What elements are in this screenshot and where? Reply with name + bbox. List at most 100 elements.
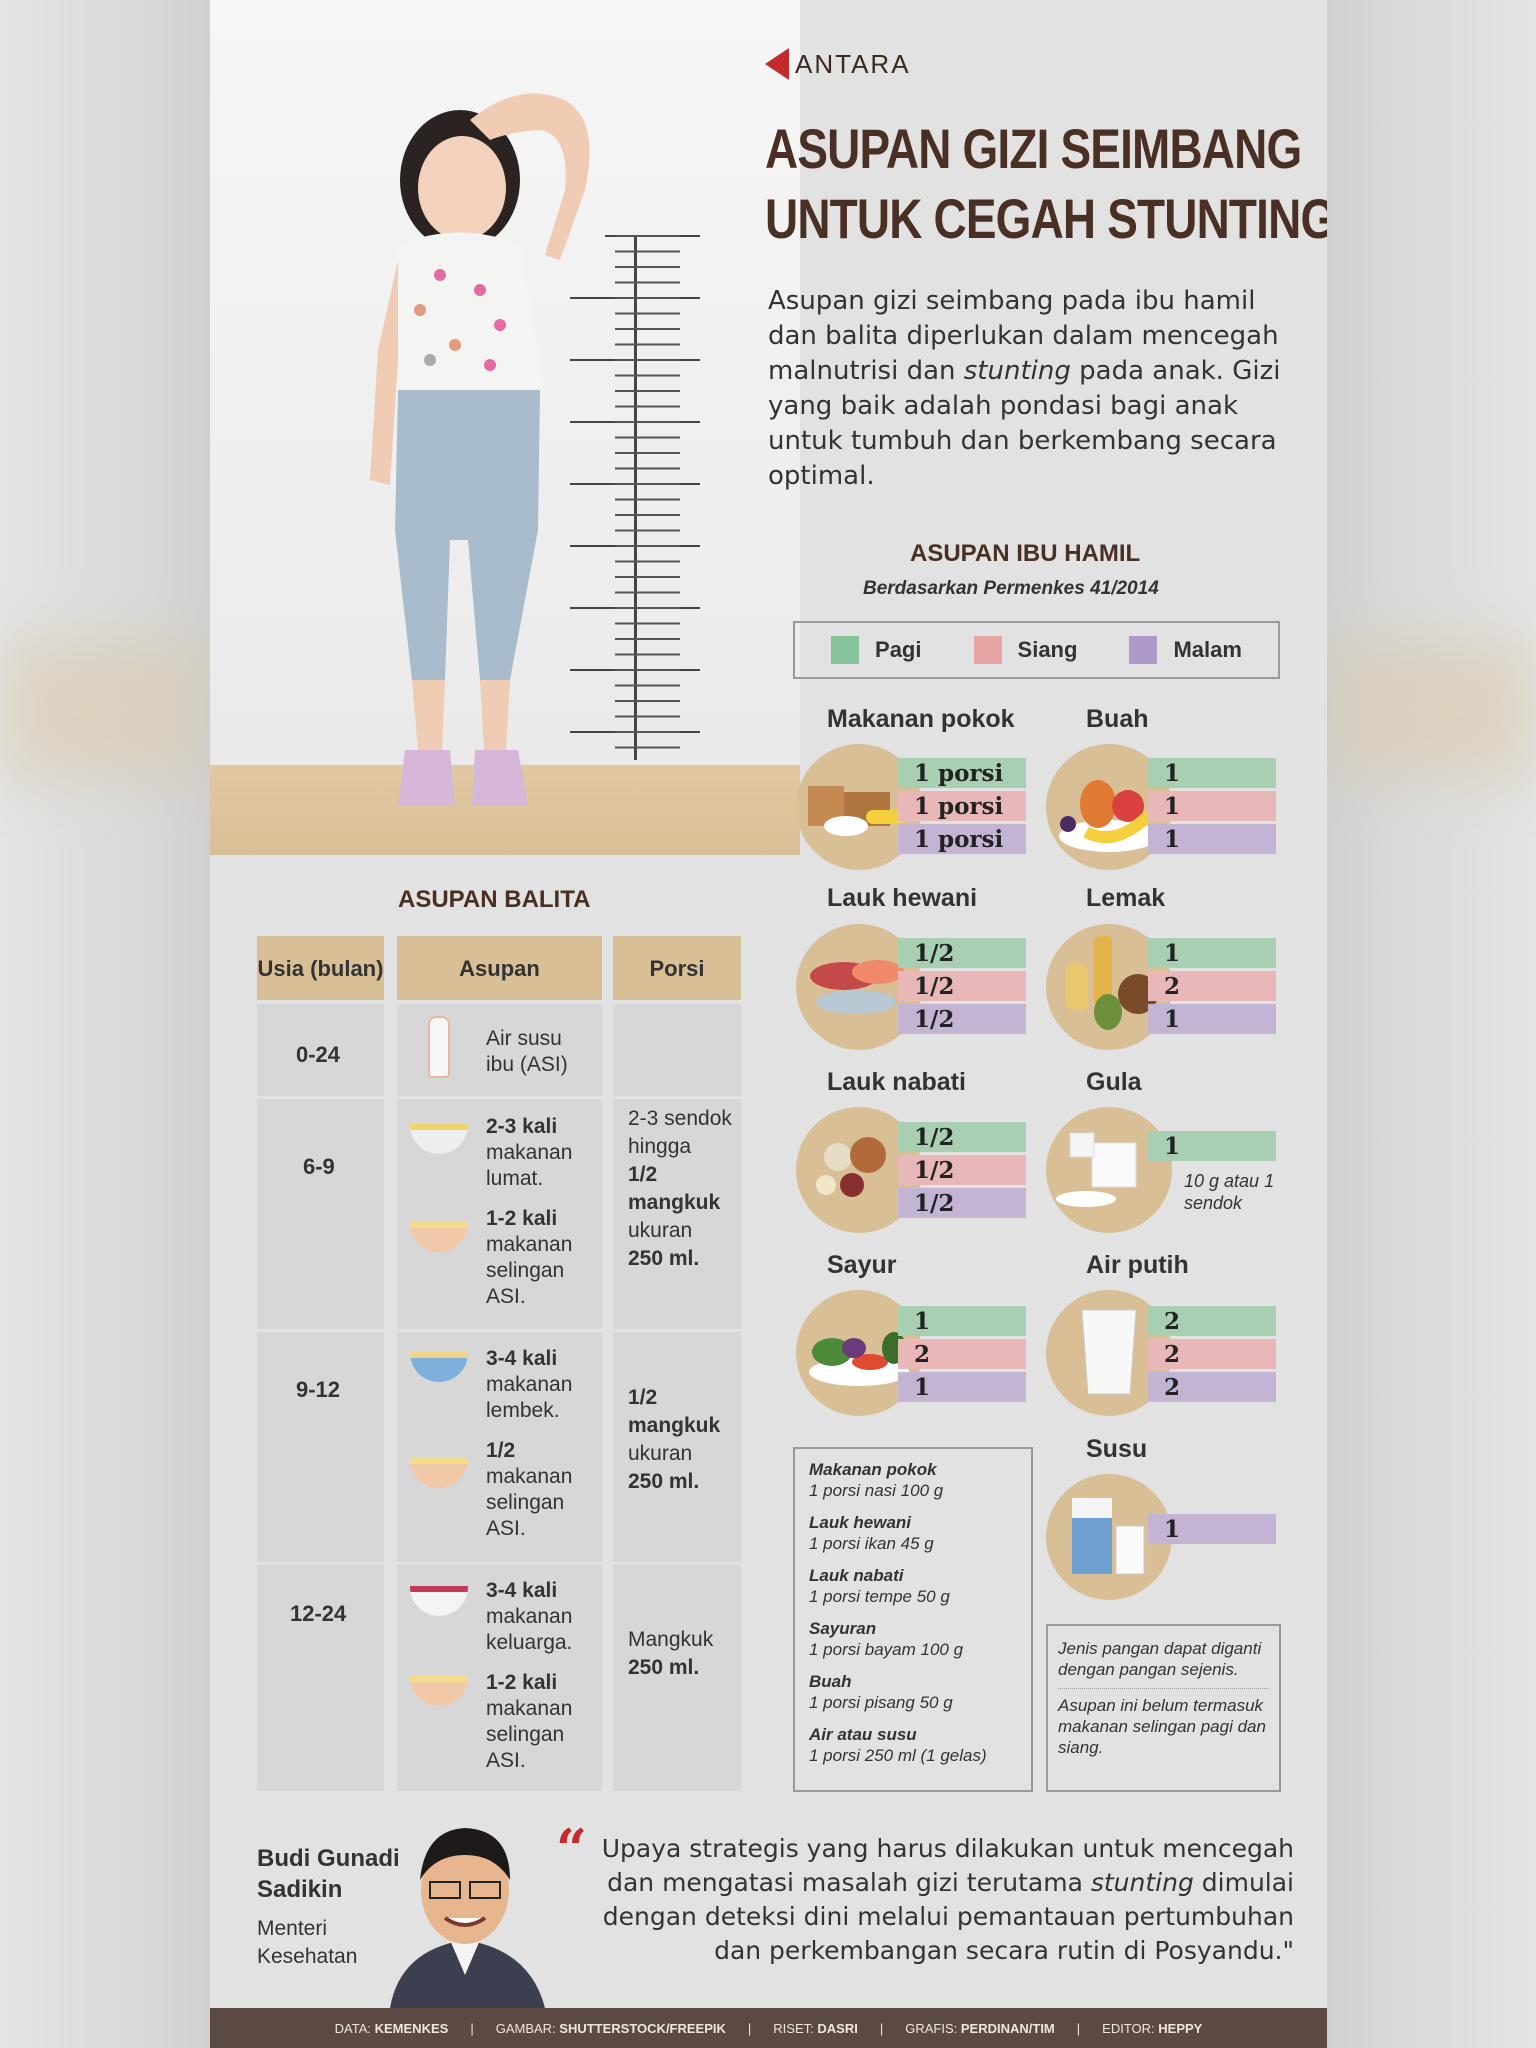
asupan-text: 3-4 kali makanan keluarga. <box>486 1579 573 1654</box>
food-title-lauk-nabati: Lauk nabati <box>827 1068 966 1096</box>
food-title-sayur: Sayur <box>827 1251 897 1279</box>
bar-malam: 1/2 <box>898 1004 1026 1034</box>
bar-malam: 1 <box>1148 1004 1276 1034</box>
age-label: 0-24 <box>296 1042 341 1067</box>
general-notes: Jenis pangan dapat diganti dengan pangan… <box>1046 1624 1281 1792</box>
logo-text: ANTARA <box>795 48 911 79</box>
antara-logo: ANTARA <box>765 48 911 80</box>
bar-pagi: 1 <box>898 1306 1026 1336</box>
table-cell <box>613 1565 741 1791</box>
table-cell <box>257 1099 384 1329</box>
quote-person-name: Budi Gunadi Sadikin <box>257 1845 400 1903</box>
antara-logo-icon <box>765 48 789 80</box>
table-cell <box>257 1565 384 1791</box>
food-title-air-putih: Air putih <box>1086 1251 1189 1279</box>
food-title-lemak: Lemak <box>1086 884 1166 912</box>
child-illustration <box>370 93 590 805</box>
portion-notes: Makanan pokok 1 porsi nasi 100 g Lauk hew… <box>793 1447 1033 1792</box>
age-label: 6-9 <box>303 1154 335 1179</box>
food-image-gula <box>1046 1107 1172 1233</box>
asupan-text: Air susu ibu (ASI) <box>486 1027 568 1076</box>
ruler-ticks <box>570 235 700 760</box>
bar-pagi: 2 <box>1148 1306 1276 1336</box>
bar-siang: 1 porsi <box>898 791 1026 821</box>
asupan-text: 1/2 makanan selingan ASI. <box>486 1439 573 1540</box>
bg-blur-band <box>0 640 210 780</box>
food-title-gula: Gula <box>1086 1068 1142 1096</box>
note-text: Jenis pangan dapat diganti dengan pangan… <box>1058 1638 1269 1689</box>
balita-title: ASUPAN BALITA <box>398 886 591 913</box>
porsi-text: Mangkuk 250 ml. <box>628 1628 714 1679</box>
food-title-makanan-pokok: Makanan pokok <box>827 705 1015 733</box>
bar-siang: 1/2 <box>898 1155 1026 1185</box>
asupan-text: 1-2 kali makanan selingan ASI. <box>486 1207 573 1308</box>
portion-note: Buah 1 porsi pisang 50 g <box>809 1672 953 1712</box>
table-cell <box>613 1004 741 1096</box>
age-label: 12-24 <box>290 1601 347 1626</box>
credit-item: GRAFIS: PERDINAN/TIM <box>905 2020 1055 2036</box>
credits-footer: DATA: KEMENKES | GAMBAR: SHUTTERSTOCK/FRE… <box>210 2008 1327 2048</box>
title-line-1: ASUPAN GIZI SEIMBANG <box>765 117 1302 180</box>
table-cell <box>613 1099 741 1329</box>
credit-item: EDITOR: HEPPY <box>1102 2020 1203 2036</box>
quote-mark-icon: “ <box>556 1817 588 1881</box>
table-cell <box>257 1004 384 1096</box>
ibu-hamil-subtitle: Berdasarkan Permenkes 41/2014 <box>863 578 1159 599</box>
baby-bottle-icon <box>428 1016 450 1078</box>
bar-pagi: 1/2 <box>898 1122 1026 1152</box>
bar-malam: 1 <box>1148 824 1276 854</box>
quote-person-role: Menteri Kesehatan <box>257 1917 358 1968</box>
bar-pagi: 1/2 <box>898 938 1026 968</box>
bar-pagi: 1 <box>1148 938 1276 968</box>
credit-item: DATA: KEMENKES <box>334 2020 449 2036</box>
credit-item: GAMBAR: SHUTTERSTOCK/FREEPIK <box>495 2020 726 2036</box>
portion-note: Sayuran 1 porsi bayam 100 g <box>809 1619 964 1659</box>
quote-text: Upaya strategis yang harus dilakukan unt… <box>601 1834 1294 1965</box>
intro-emphasis: stunting <box>963 356 1071 386</box>
food-title-lauk-hewani: Lauk hewani <box>827 884 978 912</box>
bar-pagi: 1 porsi <box>898 758 1026 788</box>
asupan-text: 2-3 kali makanan lumat. <box>486 1115 573 1190</box>
credit-item: RISET: DASRI <box>773 2020 858 2036</box>
legend-item-siang: Siang <box>973 636 1077 664</box>
header-usia: Usia (bulan) <box>257 936 384 1000</box>
table-cell <box>613 1332 741 1562</box>
bg-blur-band <box>1326 640 1536 780</box>
table-cell <box>257 1332 384 1562</box>
age-label: 9-12 <box>296 1377 341 1402</box>
asupan-text: 1-2 kali makanan selingan ASI. <box>486 1671 573 1772</box>
header-porsi: Porsi <box>613 936 741 1000</box>
bar-malam: 1/2 <box>898 1188 1026 1218</box>
note-text: Asupan ini belum termasuk makanan seling… <box>1058 1696 1266 1757</box>
infographic: ANTARA ASUPAN GIZI SEIMBANG UNTUK CEGAH … <box>210 0 1327 2048</box>
intro-text: Asupan gizi seimbang pada ibu hamil dan … <box>768 286 1279 386</box>
porsi-text: 2-3 sendok hingga 1/2 mangkuk ukuran 250 ml… <box>628 1107 732 1270</box>
portion-note: Air atau susu 1 porsi 250 ml (1 gelas) <box>809 1725 987 1765</box>
time-legend: Pagi Siang Malam <box>793 621 1280 679</box>
intro-text: pada anak. Gizi yang baik adalah pondasi… <box>768 356 1281 491</box>
porsi-text: 1/2 mangkuk ukuran 250 ml. <box>628 1386 721 1493</box>
food-title-susu: Susu <box>1086 1435 1148 1463</box>
bar-malam: 1 <box>1148 1514 1276 1544</box>
ibu-hamil-title: ASUPAN IBU HAMIL <box>910 540 1141 567</box>
gula-note: 10 g atau 1 sendok <box>1184 1171 1275 1213</box>
food-title-buah: Buah <box>1086 705 1149 733</box>
bar-pagi: 1 <box>1148 1131 1276 1161</box>
bar-malam: 2 <box>1148 1372 1276 1402</box>
asupan-text: 3-4 kali makanan lembek. <box>486 1347 573 1422</box>
bar-malam: 1 <box>898 1372 1026 1402</box>
bar-siang: 1/2 <box>898 971 1026 1001</box>
portion-note: Lauk hewani 1 porsi ikan 45 g <box>809 1513 934 1553</box>
minister-portrait <box>390 1828 545 2008</box>
legend-item-malam: Malam <box>1129 636 1242 664</box>
bar-malam: 1 porsi <box>898 824 1026 854</box>
legend-item-pagi: Pagi <box>831 636 921 664</box>
bar-siang: 1 <box>1148 791 1276 821</box>
title-line-2: UNTUK CEGAH STUNTING <box>765 187 1327 250</box>
bar-siang: 2 <box>898 1339 1026 1369</box>
header-asupan: Asupan <box>397 936 602 1000</box>
bar-siang: 2 <box>1148 971 1276 1001</box>
portion-note: Lauk nabati 1 porsi tempe 50 g <box>809 1566 950 1606</box>
bar-pagi: 1 <box>1148 758 1276 788</box>
portion-note: Makanan pokok 1 porsi nasi 100 g <box>809 1460 944 1500</box>
